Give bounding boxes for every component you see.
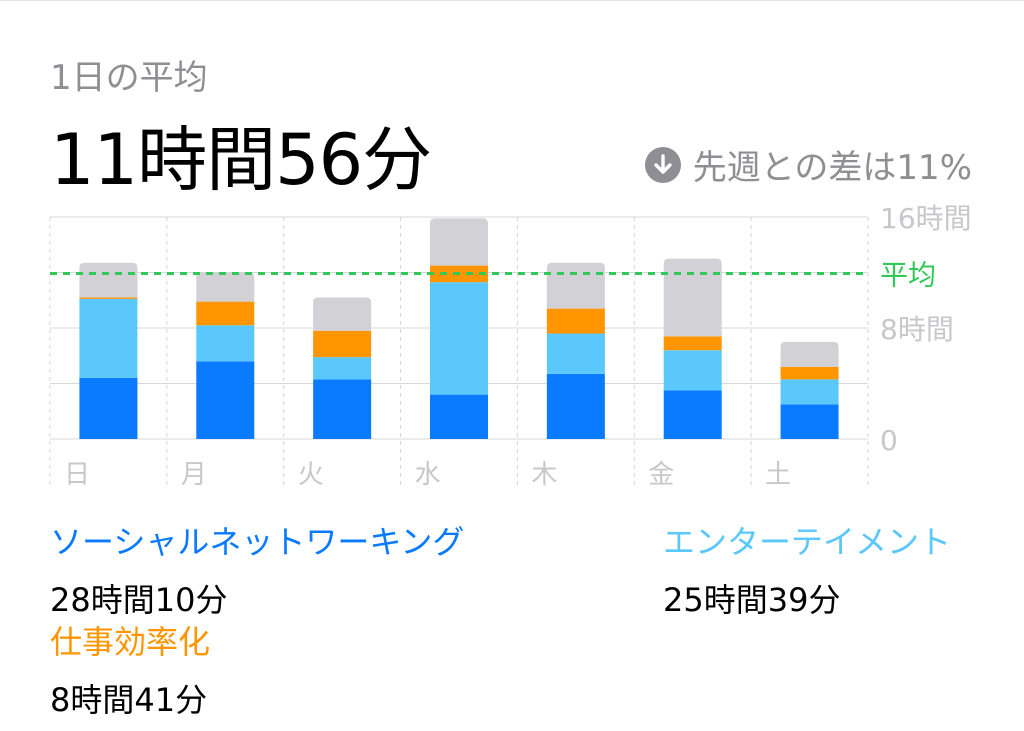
legend-social-networking-value: 28時間10分 <box>50 581 228 619</box>
daily-average-value: 11時間56分 <box>50 119 432 201</box>
bar-segment <box>79 262 138 298</box>
x-tick-label: 火 <box>298 460 324 490</box>
y-tick-label: 8時間 <box>880 313 954 346</box>
x-tick-label: 日 <box>64 460 90 490</box>
bar-segment <box>780 379 839 405</box>
bar-segment <box>313 297 372 331</box>
x-tick-label: 木 <box>531 460 557 490</box>
average-label: 平均 <box>880 258 936 291</box>
legend-entertainment-name: エンターテイメント <box>663 523 952 561</box>
legend-productivity-value: 8時間41分 <box>50 681 208 719</box>
bar-segment <box>663 350 722 391</box>
legend-productivity: 仕事効率化 8時間41分 <box>50 617 210 721</box>
legend-entertainment-value: 25時間39分 <box>663 581 841 619</box>
bar-segment <box>313 379 372 439</box>
bar-segment <box>546 308 605 334</box>
legend-social-networking-name: ソーシャルネットワーキング <box>50 523 465 561</box>
bar-segment <box>430 282 488 395</box>
weekly-change: 先週との差は11% <box>644 140 972 189</box>
bar-segment <box>430 218 488 266</box>
x-tick-label: 水 <box>415 460 441 490</box>
y-tick-label: 0 <box>880 424 898 457</box>
x-tick-label: 金 <box>648 460 674 490</box>
screen-time-chart: 日 月 火 水 木 金 土 平均 0 8時間 16時間 <box>49 202 972 490</box>
bar-segment <box>663 336 722 351</box>
bar-segment <box>79 377 138 439</box>
bar-segment <box>780 341 839 367</box>
legend-productivity-name: 仕事効率化 <box>50 623 211 661</box>
legend-social-networking: ソーシャルネットワーキング 28時間10分 <box>50 517 464 621</box>
bar-segment <box>663 258 722 337</box>
bar-segment <box>196 361 255 439</box>
bar-segment <box>196 272 255 302</box>
bar-segment <box>780 366 839 380</box>
bar-segment <box>663 390 722 439</box>
bar-segment <box>79 298 138 378</box>
bar-segment <box>546 262 605 309</box>
top-divider <box>0 0 1024 1</box>
bar-segment <box>313 330 372 358</box>
bar-segment <box>79 297 138 299</box>
arrow-down-circle-icon <box>644 146 681 183</box>
x-tick-label: 月 <box>181 460 207 490</box>
y-tick-label: 16時間 <box>880 202 972 235</box>
bar-segment <box>313 357 372 380</box>
bar-segment <box>546 373 605 439</box>
bar-segment <box>196 325 255 362</box>
daily-average-label: 1日の平均 <box>50 58 208 98</box>
weekly-change-text: 先週との差は11% <box>692 148 972 188</box>
bar-segment <box>196 301 255 326</box>
x-tick-label: 土 <box>765 460 791 490</box>
bar-segment <box>546 333 605 374</box>
bar-segment <box>780 404 839 439</box>
legend-entertainment: エンターテイメント 25時間39分 <box>663 517 951 621</box>
bar-segment <box>430 394 488 439</box>
